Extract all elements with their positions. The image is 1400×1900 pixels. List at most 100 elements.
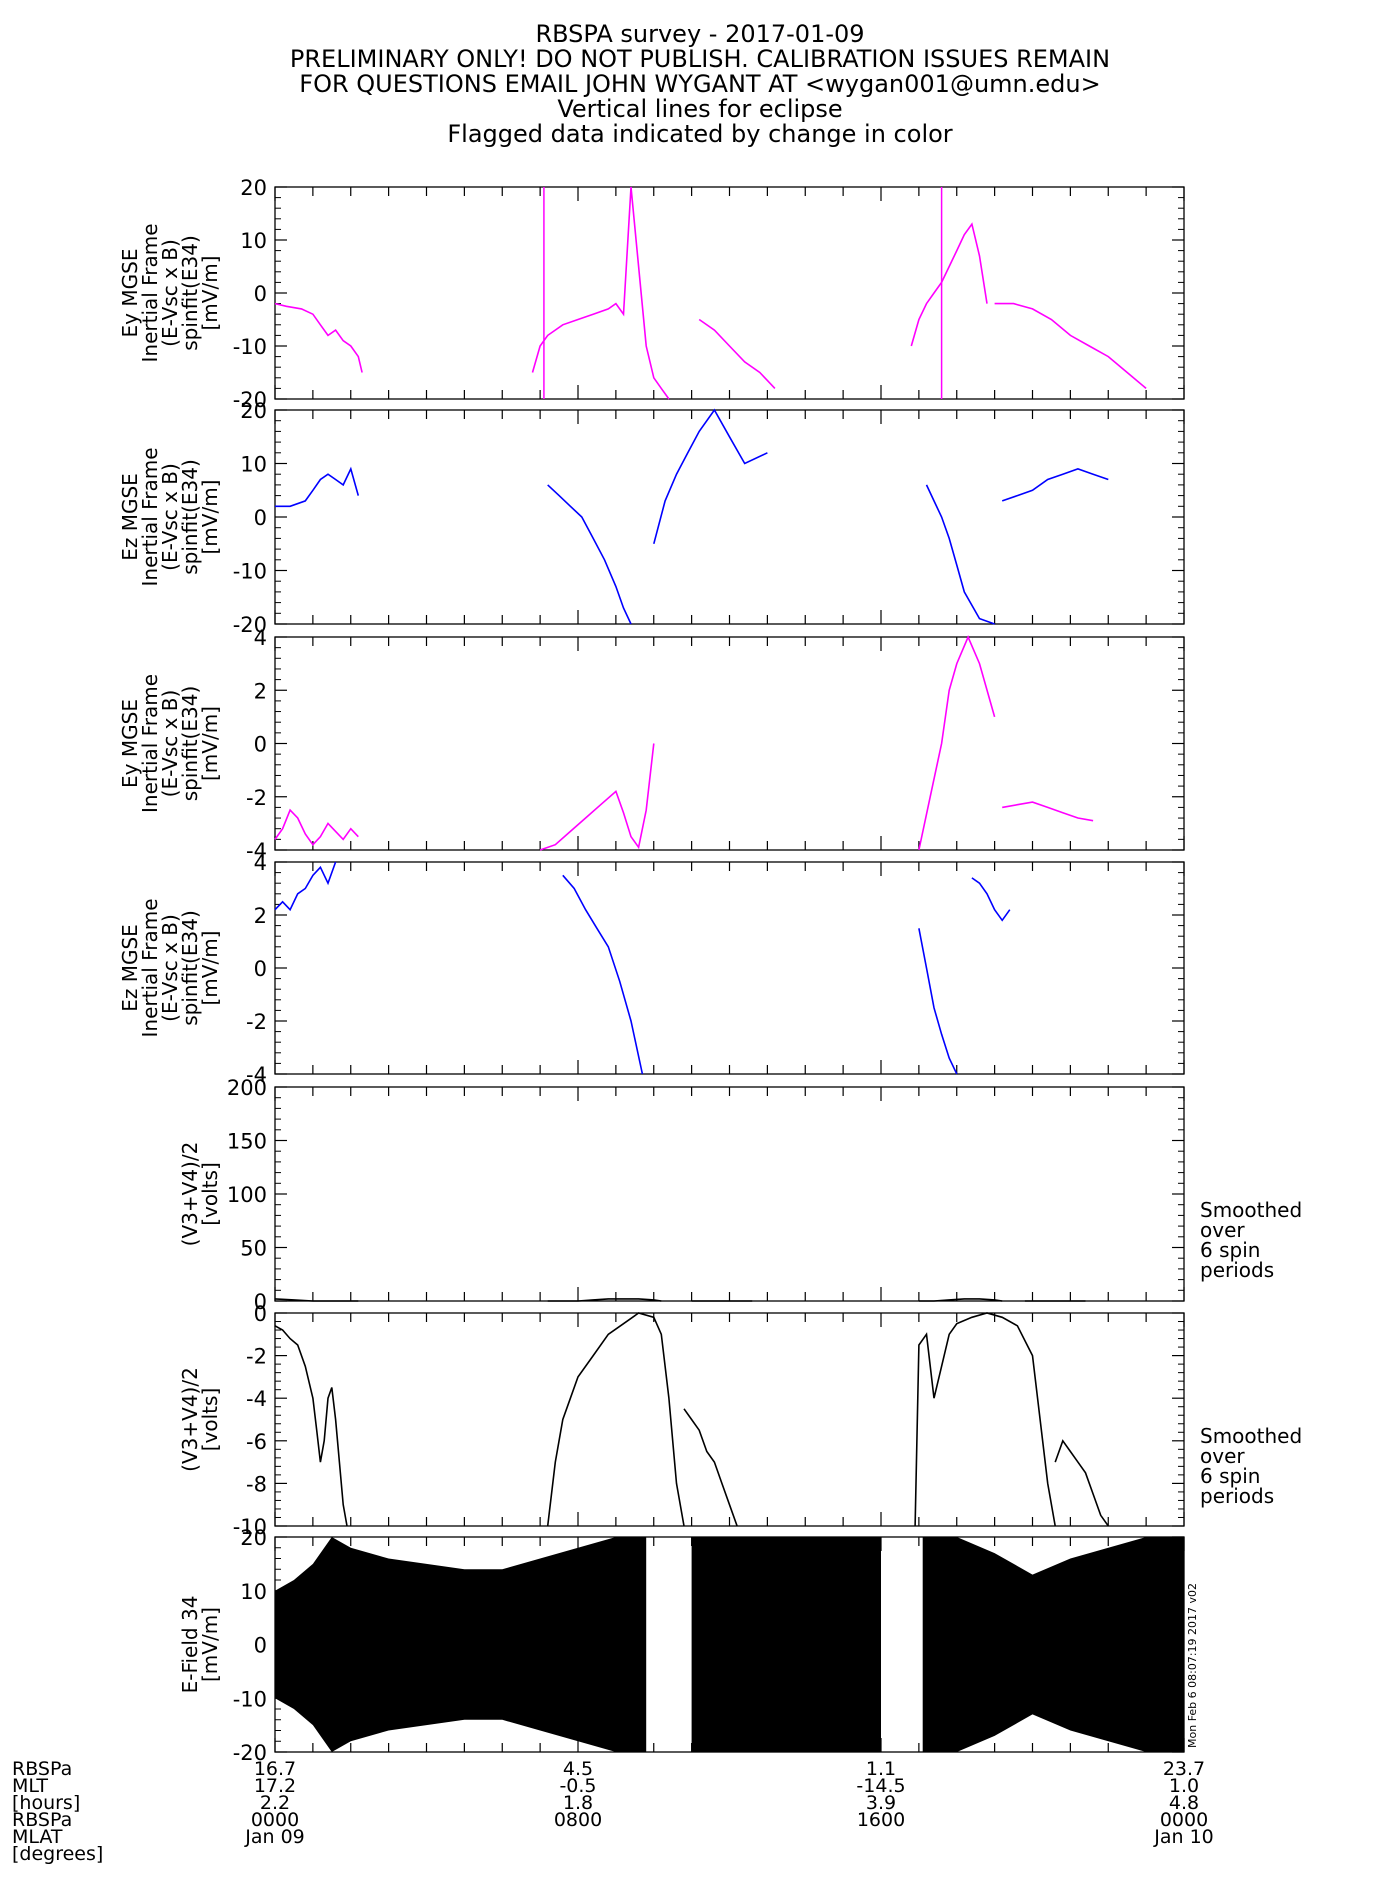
x-axis-row-label: [degrees] [12, 1843, 103, 1865]
y-axis-label: (V3+V4)/2[volts] [178, 1367, 222, 1472]
y-axis-label-line: spinfit(E34) [178, 686, 202, 801]
x-tick-value: 2.2 [260, 1792, 290, 1814]
y-tick-label: -4 [246, 839, 267, 863]
y-tick-label: 0 [254, 506, 267, 530]
x-tick-value: 1.0 [1169, 1775, 1199, 1797]
series-line [698, 318, 776, 389]
chart-header: RBSPA survey - 2017-01-09 PRELIMINARY ON… [0, 22, 1400, 147]
y-tick-label: 0 [254, 1634, 267, 1658]
x-tick-value: 3.9 [866, 1792, 896, 1814]
y-axis-label-line: Inertial Frame [138, 674, 162, 813]
x-tick-value: 1.8 [563, 1792, 593, 1814]
series-line [531, 186, 670, 400]
panel-frame [274, 636, 1185, 851]
y-tick-label: 200 [227, 1076, 267, 1100]
y-tick-label: 100 [227, 1183, 267, 1207]
series-line [918, 634, 996, 851]
y-axis-label-line: (E-Vsc x B) [158, 914, 182, 1022]
y-axis-label-line: Ez MGSE [118, 473, 142, 561]
y-axis-label: Ey MGSEInertial Frame(E-Vsc x B)spinfit(… [118, 674, 222, 813]
y-axis-label-line: (E-Vsc x B) [158, 463, 182, 571]
y-tick-label: 20 [240, 176, 267, 200]
y-tick-label: 50 [240, 1237, 267, 1261]
y-tick-label: 150 [227, 1130, 267, 1154]
series-line [547, 1298, 662, 1302]
signal-envelope [691, 1537, 881, 1752]
y-tick-label: 10 [240, 1580, 267, 1604]
x-tick-value: 4.8 [1169, 1792, 1199, 1814]
series-line [562, 874, 644, 1075]
x-axis-row-label: RBSPa [12, 1809, 72, 1831]
x-axis-row-label: MLAT [12, 1826, 63, 1848]
y-tick-label: 0 [254, 957, 267, 981]
x-axis-row-label: RBSPa [12, 1758, 72, 1780]
series-line [546, 1312, 685, 1527]
y-tick-label: -20 [233, 1741, 267, 1765]
smoothing-note-line: periods [1200, 1258, 1274, 1282]
y-tick-label: -10 [233, 1515, 267, 1539]
series-line [653, 408, 768, 545]
signal-envelope [922, 1537, 1184, 1752]
y-tick-label: 2 [254, 904, 267, 928]
y-axis-label-line: [mV/m] [198, 256, 222, 331]
y-axis-label-line: Ez MGSE [118, 924, 142, 1012]
x-axis-row-label: [hours] [12, 1792, 80, 1814]
x-tick-value: 16.7 [254, 1758, 296, 1780]
x-tick-value: -0.5 [559, 1775, 596, 1797]
series-line [274, 302, 363, 373]
y-tick-label: -4 [246, 1063, 267, 1087]
y-axis-label-line: [volts] [198, 1388, 222, 1452]
series-line [925, 484, 995, 625]
y-axis-label: E-Field 34[mV/m] [178, 1596, 222, 1694]
panel-frame [274, 1086, 1185, 1302]
series-line [274, 861, 337, 912]
y-tick-label: -20 [233, 613, 267, 637]
x-tick-value: Jan 10 [1153, 1826, 1214, 1848]
y-axis-label-line: [mV/m] [198, 931, 222, 1006]
y-axis-label: Ez MGSEInertial Frame(E-Vsc x B)spinfit(… [118, 448, 222, 587]
smoothing-note-line: Smoothed [1200, 1198, 1302, 1222]
smoothing-note-line: Smoothed [1200, 1424, 1302, 1448]
y-tick-label: 4 [254, 851, 267, 875]
smoothing-note-line: over [1200, 1444, 1245, 1468]
y-tick-label: -20 [233, 388, 267, 412]
series-line [274, 1325, 348, 1527]
panel-frame [274, 1312, 1185, 1527]
x-tick-value: 17.2 [254, 1775, 296, 1797]
timestamp-note: Mon Feb 6 08:07:19 2017 v02 [1186, 1583, 1199, 1748]
y-tick-label: 2 [254, 679, 267, 703]
x-tick-value: 0000 [251, 1809, 299, 1831]
y-tick-label: -6 [246, 1430, 267, 1454]
smoothing-note-line: over [1200, 1218, 1245, 1242]
y-axis-label-line: (V3+V4)/2 [178, 1367, 202, 1472]
y-tick-label: 0 [254, 1302, 267, 1326]
panel-frame [274, 409, 1185, 625]
y-axis-label-line: [mV/m] [198, 480, 222, 555]
x-tick-value: -14.5 [856, 1775, 905, 1797]
warning-line: PRELIMINARY ONLY! DO NOT PUBLISH. CALIBR… [289, 45, 1111, 73]
x-tick-value: 0800 [554, 1809, 602, 1831]
x-tick-value: 23.7 [1163, 1758, 1205, 1780]
series-line [274, 808, 359, 846]
y-axis-label-line: Inertial Frame [138, 224, 162, 363]
y-axis-label-line: spinfit(E34) [178, 459, 202, 574]
series-line [914, 1312, 1056, 1527]
y-tick-label: -2 [246, 786, 267, 810]
y-tick-label: -8 [246, 1472, 267, 1496]
series-line [1002, 801, 1094, 822]
panel-frame [274, 861, 1185, 1075]
series-line [918, 1298, 1003, 1302]
series-line [1054, 1439, 1109, 1527]
y-axis-label-line: [mV/m] [198, 706, 222, 781]
flag-note: Flagged data indicated by change in colo… [447, 120, 953, 148]
y-axis-label-line: [volts] [198, 1162, 222, 1226]
y-tick-label: 20 [240, 399, 267, 423]
smoothing-note-line: 6 spin [1200, 1238, 1260, 1262]
y-axis-label-line: spinfit(E34) [178, 235, 202, 350]
y-tick-label: -4 [246, 1387, 267, 1411]
series-line [1001, 468, 1109, 502]
series-line [274, 1298, 359, 1302]
y-axis-label-line: Ey MGSE [118, 699, 142, 788]
series-line [547, 484, 632, 625]
y-axis-label: Ez MGSEInertial Frame(E-Vsc x B)spinfit(… [118, 899, 222, 1038]
